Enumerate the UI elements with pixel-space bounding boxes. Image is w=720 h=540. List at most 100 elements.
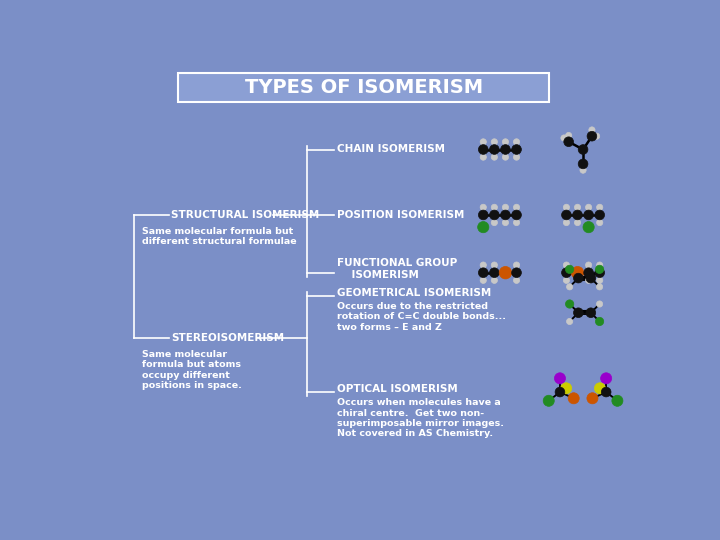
Circle shape <box>572 210 582 220</box>
Circle shape <box>478 210 488 220</box>
Circle shape <box>578 159 588 169</box>
Circle shape <box>567 284 572 290</box>
Circle shape <box>596 284 603 290</box>
Circle shape <box>512 210 521 220</box>
Circle shape <box>583 221 594 233</box>
Circle shape <box>554 373 565 384</box>
Circle shape <box>513 262 520 268</box>
Circle shape <box>490 145 499 154</box>
Text: STEREOISOMERISM: STEREOISOMERISM <box>171 333 284 343</box>
Circle shape <box>575 204 580 211</box>
Circle shape <box>574 308 583 318</box>
Circle shape <box>597 204 603 211</box>
Circle shape <box>513 277 520 284</box>
Circle shape <box>571 266 584 279</box>
Circle shape <box>491 262 498 268</box>
Circle shape <box>480 277 487 284</box>
Circle shape <box>513 219 520 226</box>
Circle shape <box>565 265 574 274</box>
Circle shape <box>478 145 488 154</box>
Circle shape <box>585 262 592 268</box>
Circle shape <box>584 210 593 220</box>
Circle shape <box>491 139 498 145</box>
Circle shape <box>567 319 572 325</box>
Circle shape <box>562 210 571 220</box>
Text: Occurs when molecules have a
chiral centre.  Get two non-
superimposable mirror : Occurs when molecules have a chiral cent… <box>337 398 504 438</box>
Text: Same molecular formula but
different structural formulae: Same molecular formula but different str… <box>142 226 297 246</box>
Circle shape <box>478 268 488 278</box>
Circle shape <box>563 262 570 268</box>
Circle shape <box>587 131 597 141</box>
Circle shape <box>512 268 521 278</box>
Circle shape <box>561 135 567 141</box>
Circle shape <box>512 145 521 154</box>
Circle shape <box>562 268 571 278</box>
Circle shape <box>565 132 572 139</box>
Circle shape <box>513 139 520 145</box>
Circle shape <box>568 393 579 404</box>
Circle shape <box>596 301 603 307</box>
Circle shape <box>500 210 510 220</box>
Circle shape <box>503 219 508 226</box>
Circle shape <box>561 383 572 394</box>
Text: Same molecular
formula but atoms
occupy different
positions in space.: Same molecular formula but atoms occupy … <box>142 350 242 390</box>
Circle shape <box>601 387 611 397</box>
Text: FUNCTIONAL GROUP
    ISOMERISM: FUNCTIONAL GROUP ISOMERISM <box>337 258 457 280</box>
Circle shape <box>585 204 592 211</box>
Circle shape <box>490 268 499 278</box>
Text: GEOMETRICAL ISOMERISM: GEOMETRICAL ISOMERISM <box>337 288 491 298</box>
Circle shape <box>513 204 520 211</box>
Circle shape <box>480 262 487 268</box>
Circle shape <box>503 154 508 160</box>
Circle shape <box>589 127 595 133</box>
Text: OPTICAL ISOMERISM: OPTICAL ISOMERISM <box>337 384 457 394</box>
Circle shape <box>595 268 605 278</box>
Circle shape <box>587 393 598 404</box>
FancyBboxPatch shape <box>178 72 549 102</box>
Circle shape <box>491 204 498 211</box>
Circle shape <box>584 268 593 278</box>
Text: CHAIN ISOMERISM: CHAIN ISOMERISM <box>337 145 445 154</box>
Circle shape <box>503 139 508 145</box>
Circle shape <box>480 204 487 211</box>
Circle shape <box>597 277 603 284</box>
Circle shape <box>480 154 487 160</box>
Circle shape <box>612 395 623 406</box>
Circle shape <box>580 167 586 173</box>
Circle shape <box>595 265 604 274</box>
Circle shape <box>585 277 592 284</box>
Circle shape <box>490 210 499 220</box>
Circle shape <box>595 383 606 394</box>
Text: Occurs due to the restricted
rotation of C=C double bonds...
two forms – E and Z: Occurs due to the restricted rotation of… <box>337 302 505 332</box>
Circle shape <box>578 145 588 154</box>
Circle shape <box>574 273 583 283</box>
Circle shape <box>500 145 510 154</box>
Text: POSITION ISOMERISM: POSITION ISOMERISM <box>337 210 464 220</box>
Circle shape <box>491 219 498 226</box>
Circle shape <box>600 373 612 384</box>
Circle shape <box>555 387 564 397</box>
Text: TYPES OF ISOMERISM: TYPES OF ISOMERISM <box>245 78 482 97</box>
Circle shape <box>564 137 574 146</box>
Circle shape <box>586 308 595 318</box>
Circle shape <box>575 219 580 226</box>
Circle shape <box>480 139 487 145</box>
Circle shape <box>593 133 600 139</box>
Circle shape <box>563 277 570 284</box>
Circle shape <box>586 273 595 283</box>
Text: STRUCTURAL ISOMERISM: STRUCTURAL ISOMERISM <box>171 210 320 220</box>
Circle shape <box>491 277 498 284</box>
Circle shape <box>565 300 574 308</box>
Circle shape <box>477 221 489 233</box>
Circle shape <box>595 318 604 326</box>
Circle shape <box>597 262 603 268</box>
Circle shape <box>595 210 605 220</box>
Circle shape <box>499 266 512 279</box>
Circle shape <box>503 204 508 211</box>
Circle shape <box>563 204 570 211</box>
Circle shape <box>513 154 520 160</box>
Circle shape <box>597 219 603 226</box>
Circle shape <box>491 154 498 160</box>
Circle shape <box>543 395 554 406</box>
Circle shape <box>563 219 570 226</box>
